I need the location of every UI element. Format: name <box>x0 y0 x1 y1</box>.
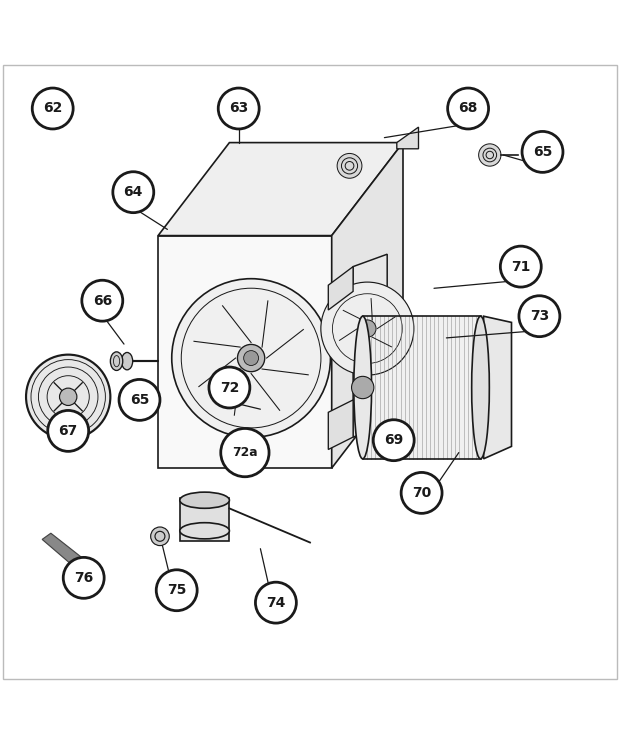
Text: 71: 71 <box>511 260 531 274</box>
Ellipse shape <box>110 352 123 371</box>
Ellipse shape <box>354 316 371 459</box>
Text: 64: 64 <box>123 185 143 199</box>
Polygon shape <box>397 127 419 149</box>
Circle shape <box>26 355 110 439</box>
Circle shape <box>358 320 376 337</box>
Circle shape <box>244 350 259 365</box>
Text: 75: 75 <box>167 583 187 597</box>
Circle shape <box>172 279 330 437</box>
Circle shape <box>448 88 489 129</box>
Circle shape <box>479 144 501 166</box>
Polygon shape <box>484 316 512 459</box>
Text: 62: 62 <box>43 101 63 115</box>
Text: 74: 74 <box>266 596 286 609</box>
Circle shape <box>237 344 265 372</box>
Circle shape <box>500 246 541 287</box>
Text: 69: 69 <box>384 433 404 447</box>
Circle shape <box>519 296 560 336</box>
Ellipse shape <box>180 523 229 539</box>
Circle shape <box>352 376 374 399</box>
Text: 67: 67 <box>58 424 78 438</box>
Circle shape <box>321 282 414 375</box>
Text: 65: 65 <box>533 145 552 159</box>
Text: 65: 65 <box>130 393 149 407</box>
Polygon shape <box>158 236 332 468</box>
Circle shape <box>32 88 73 129</box>
Circle shape <box>522 132 563 173</box>
Text: eReplacementParts.com: eReplacementParts.com <box>229 370 366 380</box>
Circle shape <box>401 472 442 513</box>
Circle shape <box>63 557 104 598</box>
Text: 70: 70 <box>412 486 432 500</box>
Circle shape <box>60 388 77 405</box>
Circle shape <box>48 411 89 452</box>
Circle shape <box>119 379 160 420</box>
Circle shape <box>221 429 269 477</box>
Text: 72: 72 <box>219 380 239 394</box>
Circle shape <box>218 88 259 129</box>
Text: 72a: 72a <box>232 446 258 459</box>
Polygon shape <box>353 254 387 437</box>
Circle shape <box>151 527 169 545</box>
Polygon shape <box>332 143 403 468</box>
Polygon shape <box>42 533 94 577</box>
Circle shape <box>373 420 414 461</box>
Ellipse shape <box>472 316 489 459</box>
Text: 66: 66 <box>92 294 112 308</box>
Circle shape <box>255 582 296 623</box>
FancyBboxPatch shape <box>363 316 480 459</box>
Polygon shape <box>158 143 403 236</box>
Text: 63: 63 <box>229 101 249 115</box>
Text: 68: 68 <box>458 101 478 115</box>
Circle shape <box>337 153 362 179</box>
Polygon shape <box>329 266 353 310</box>
Text: 76: 76 <box>74 571 94 585</box>
Ellipse shape <box>122 353 133 370</box>
FancyBboxPatch shape <box>180 498 229 542</box>
Circle shape <box>156 570 197 611</box>
Ellipse shape <box>180 492 229 508</box>
Circle shape <box>82 280 123 321</box>
Polygon shape <box>329 400 353 449</box>
Circle shape <box>113 172 154 213</box>
Circle shape <box>209 367 250 408</box>
Text: 73: 73 <box>529 310 549 323</box>
